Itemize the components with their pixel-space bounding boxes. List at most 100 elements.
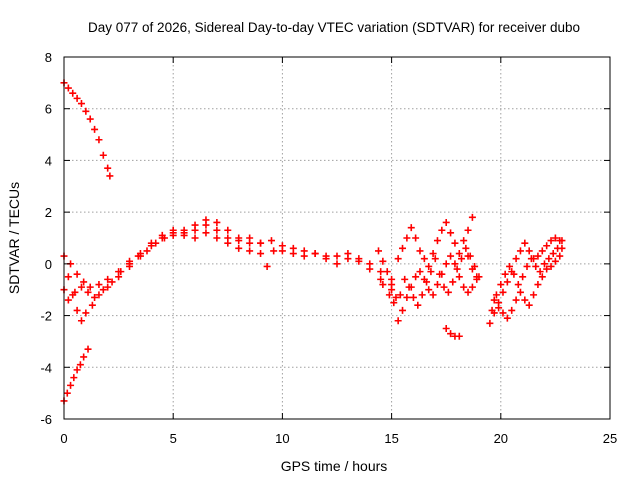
series-trace-a [60, 79, 114, 180]
data-point [508, 306, 516, 314]
data-point [466, 252, 474, 260]
data-point [525, 301, 533, 309]
data-point [429, 291, 437, 299]
data-point [69, 89, 77, 97]
series-trace-f [374, 247, 481, 325]
data-point [460, 237, 468, 245]
data-point [77, 100, 85, 108]
data-point [471, 262, 479, 270]
axis-ticks [63, 56, 611, 420]
data-point [86, 283, 94, 291]
data-point [333, 260, 341, 268]
data-point [519, 273, 527, 281]
data-point [460, 283, 468, 291]
data-point [457, 255, 465, 263]
data-point [399, 244, 407, 252]
data-point [549, 250, 557, 258]
y-tick-label: 8 [45, 50, 52, 65]
data-point [490, 296, 498, 304]
series-trace-e [60, 221, 265, 304]
data-point [462, 244, 470, 252]
data-point [449, 278, 457, 286]
x-tick-label: 25 [603, 431, 617, 446]
x-tick-label: 15 [384, 431, 398, 446]
data-point [383, 268, 391, 276]
plot-frame [63, 56, 611, 420]
data-point [538, 247, 546, 255]
data-point [486, 319, 494, 327]
chart-title: Day 077 of 2026, Sidereal Day-to-day VTE… [88, 20, 580, 35]
data-point [267, 237, 275, 245]
grid [64, 57, 610, 419]
data-point [525, 247, 533, 255]
data-point [438, 226, 446, 234]
data-point [202, 221, 210, 229]
y-tick-label: 2 [45, 205, 52, 220]
data-point [147, 242, 155, 250]
data-point [143, 247, 151, 255]
data-point [289, 250, 297, 258]
data-point [510, 270, 518, 278]
data-point [224, 234, 232, 242]
data-point [495, 304, 503, 312]
data-point [311, 250, 319, 258]
data-point [202, 229, 210, 237]
y-tick-label: -2 [40, 309, 52, 324]
data-point [538, 273, 546, 281]
data-point [433, 237, 441, 245]
data-point [551, 257, 559, 265]
series-trace-d [64, 229, 396, 325]
data-point [543, 265, 551, 273]
data-point [333, 252, 341, 260]
data-point [377, 275, 385, 283]
data-point [77, 283, 85, 291]
data-point [366, 265, 374, 273]
data-point [77, 317, 85, 325]
data-point [551, 234, 559, 242]
data-point [414, 301, 422, 309]
data-point [379, 257, 387, 265]
data-point [499, 288, 507, 296]
data-point [534, 281, 542, 289]
x-tick-label: 20 [494, 431, 508, 446]
data-point [246, 234, 254, 242]
data-point [418, 291, 426, 299]
data-point [412, 234, 420, 242]
data-point [235, 237, 243, 245]
data-point [355, 257, 363, 265]
y-tick-label: 0 [45, 257, 52, 272]
data-point [425, 262, 433, 270]
data-point [91, 293, 99, 301]
data-point [84, 345, 92, 353]
data-point [468, 283, 476, 291]
data-point [80, 353, 88, 361]
data-point [80, 278, 88, 286]
y-tick-label: 4 [45, 153, 52, 168]
data-point [429, 250, 437, 258]
data-point [436, 270, 444, 278]
data-point [492, 291, 500, 299]
data-point [488, 306, 496, 314]
data-point [394, 255, 402, 263]
data-point [73, 94, 81, 102]
data-point [169, 231, 177, 239]
data-point [71, 288, 79, 296]
data-point [403, 293, 411, 301]
data-point [416, 268, 424, 276]
data-point [73, 366, 81, 374]
series-trace-i [442, 325, 463, 340]
data-point [390, 299, 398, 307]
data-point [440, 283, 448, 291]
data-point [67, 381, 75, 389]
data-point [554, 244, 562, 252]
data-point [126, 260, 134, 268]
data-point [425, 286, 433, 294]
data-point [427, 268, 435, 276]
data-point [512, 296, 520, 304]
data-point [388, 281, 396, 289]
data-point [91, 125, 99, 133]
data-point [246, 247, 254, 255]
data-point [503, 278, 511, 286]
x-tick-label: 5 [170, 431, 177, 446]
data-point [523, 262, 531, 270]
